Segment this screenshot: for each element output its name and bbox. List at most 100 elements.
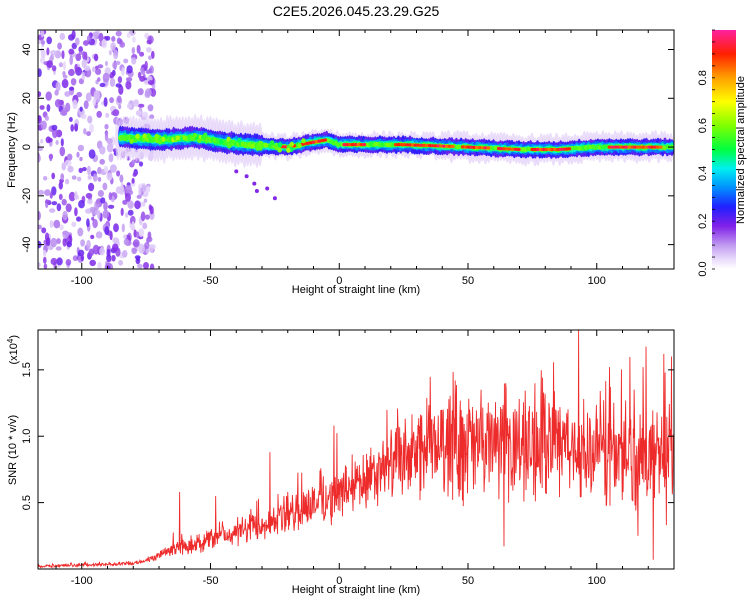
spectrogram-peak — [658, 145, 663, 149]
spectrogram-blob — [237, 138, 242, 143]
spectrogram-noise-blob — [54, 89, 59, 96]
spectrogram-frame — [37, 29, 675, 270]
spectrogram-peak — [419, 143, 424, 147]
spectrogram-peak — [463, 145, 468, 149]
spectrogram-blob — [154, 133, 159, 139]
spectrogram-noise-blob — [141, 185, 147, 192]
spectrogram-peak — [547, 147, 552, 152]
spectrogram-noise-blob — [50, 237, 57, 248]
spectrogram-noise-blob — [68, 68, 75, 77]
spectrogram-blob — [161, 136, 166, 142]
spectrogram-blob — [197, 138, 202, 144]
spectrogram-blob — [274, 142, 279, 148]
spectrogram-noise-blob — [147, 104, 154, 112]
spectrogram-noise-blob — [127, 200, 134, 209]
spectrogram-noise-blob — [65, 178, 70, 185]
spectrogram-noise-blob — [67, 153, 73, 161]
spectrogram-noise-blob — [51, 124, 58, 131]
spectrogram-noise-blob — [40, 40, 46, 45]
spectrogram-noise-blob — [78, 46, 83, 53]
spectrogram-noise-blob — [144, 214, 150, 220]
colorbar-ticks: 0.0 0.2 0.4 0.6 0.8 — [697, 29, 715, 277]
spectrogram-peak — [641, 145, 646, 149]
spectrogram-noise-blob — [132, 36, 136, 43]
spectrogram-noise-blob — [77, 144, 85, 152]
spectrogram-noise-blob — [42, 249, 47, 257]
spectrogram-noise-blob — [96, 110, 102, 118]
spectrogram-blob — [286, 147, 291, 153]
spectrogram-noise-blob — [52, 128, 58, 139]
spectrogram-noise-blob — [136, 256, 140, 262]
spectrogram-noise-blob — [97, 261, 102, 269]
spectrogram-peak — [538, 147, 543, 152]
spectrogram-noise-blob — [103, 97, 108, 107]
x-tick-label: 50 — [462, 275, 474, 287]
spectrogram-noise-blob — [135, 231, 140, 239]
spectrogram-noise-blob — [44, 115, 49, 121]
spectrogram-noise-blob — [61, 198, 67, 206]
spectrogram-noise-blob — [108, 192, 113, 201]
spectrogram-peak — [405, 143, 410, 147]
spectrogram-blob — [250, 143, 255, 149]
spectrogram-blob — [277, 142, 283, 148]
spectrogram-noise-blob — [61, 50, 65, 60]
spectrogram-noise-blob — [50, 50, 57, 55]
spectrogram-blob — [175, 135, 180, 141]
spectrogram-noise-blob — [76, 216, 82, 222]
spectrogram-blob — [200, 135, 206, 140]
spectrogram-noise-blob — [99, 158, 105, 165]
spectrogram-noise-blob — [137, 88, 144, 96]
spectrogram-blob — [129, 138, 134, 144]
spectrogram-noise-blob — [140, 211, 146, 222]
spectrogram-noise-blob — [146, 237, 150, 245]
spectrogram-blob — [301, 138, 306, 144]
spectrogram-peak — [516, 147, 521, 152]
spectrogram-noise-blob — [140, 69, 146, 75]
spectrogram-noise-blob — [104, 123, 109, 130]
spectrogram-noise-blob — [137, 103, 145, 108]
spectrogram-peak — [627, 145, 632, 149]
spectrogram-noise-blob — [38, 142, 41, 147]
spectrogram-noise-blob — [56, 257, 63, 266]
spectrogram-noise-blob — [111, 36, 116, 42]
spectrogram-noise-blob — [122, 234, 127, 239]
spectrogram-noise-blob — [105, 60, 108, 67]
spectrogram-noise-blob — [121, 223, 126, 233]
spectrogram-noise-blob — [40, 120, 47, 130]
spectrogram-blob — [204, 138, 209, 143]
spectrogram-noise-blob — [72, 255, 79, 262]
spectrogram-noise-blob — [62, 71, 66, 76]
spectrogram-noise-blob — [126, 65, 133, 74]
spectrogram-noise-blob — [119, 174, 124, 183]
spectrogram-peak — [541, 147, 546, 152]
y-tick-label: -20 — [21, 188, 33, 204]
spectrogram-noise-blob — [123, 238, 129, 246]
spectrogram-noise-blob — [131, 159, 136, 165]
spectrogram-noise-blob — [54, 99, 62, 108]
y-tick-label: 0 — [21, 144, 33, 150]
spectrogram-noise-blob — [72, 99, 78, 110]
spectrogram-peak — [460, 145, 465, 149]
spectrogram-noise-blob — [92, 97, 96, 106]
snr-ylabel: SNR (10 * v/v) — [7, 415, 19, 485]
spectrogram-peak — [638, 145, 643, 149]
spectrogram-peak — [353, 143, 358, 147]
spectrogram-noise-blob — [120, 182, 124, 192]
spectrogram-noise-blob — [123, 58, 129, 64]
spectrogram-noise-blob — [79, 106, 83, 112]
y-tick-label: 1.0 — [21, 429, 33, 444]
spectrogram-noise-blob — [115, 83, 122, 88]
spectrogram-noise-blob — [136, 44, 141, 54]
spectrogram-outlier — [265, 186, 270, 191]
spectrogram-peak — [413, 143, 418, 147]
spectrogram-peak — [408, 143, 413, 147]
spectrogram-peak — [553, 147, 557, 152]
spectrogram-noise-blob — [149, 263, 155, 269]
spectrogram-noise-blob — [57, 42, 62, 50]
figure-title: C2E5.2026.045.23.29.G25 — [273, 3, 440, 19]
spectrogram-noise-blob — [60, 109, 67, 116]
spectrogram-peak — [486, 146, 491, 150]
spectrogram-noise-blob — [122, 199, 128, 205]
spectrogram-noise-blob — [137, 263, 143, 269]
